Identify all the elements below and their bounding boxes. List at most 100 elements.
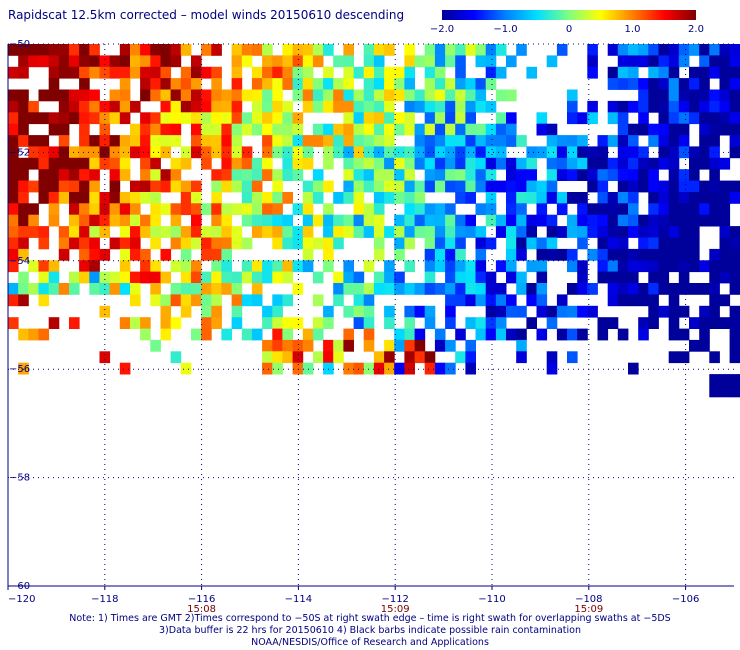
heatmap-cell — [89, 226, 100, 238]
heatmap-cell — [719, 44, 731, 56]
heatmap-cell — [180, 192, 192, 204]
heatmap-cell — [668, 78, 680, 90]
heatmap-cell — [485, 203, 497, 216]
heatmap-cell — [38, 180, 50, 193]
heatmap-cell — [211, 226, 222, 238]
heatmap-cell — [109, 112, 121, 125]
heatmap-cell — [302, 66, 314, 79]
heatmap-cell — [251, 89, 263, 102]
heatmap-cell — [363, 362, 375, 375]
heatmap-cell — [312, 237, 324, 250]
heatmap-cell — [638, 237, 649, 250]
heatmap-cell — [455, 146, 466, 159]
heatmap-cell — [292, 66, 304, 79]
heatmap-cell — [109, 271, 121, 284]
heatmap-cell — [668, 89, 680, 102]
heatmap-cell — [191, 192, 202, 204]
heatmap-cell — [282, 157, 293, 170]
heatmap-cell — [516, 226, 527, 238]
heatmap-cell — [201, 317, 212, 329]
heatmap-cell — [312, 135, 324, 147]
heatmap-cell — [607, 271, 619, 284]
heatmap-cell — [201, 305, 212, 318]
heatmap-cell — [99, 226, 111, 238]
heatmap-cell — [241, 112, 253, 125]
heatmap-cell — [79, 146, 90, 159]
heatmap-cell — [180, 78, 192, 90]
heatmap-cell — [130, 203, 141, 216]
heatmap-cell — [414, 226, 426, 238]
heatmap-cell — [638, 260, 649, 273]
heatmap-cell — [150, 214, 161, 227]
heatmap-cell — [272, 339, 283, 352]
heatmap-cell — [231, 55, 243, 68]
heatmap-cell — [69, 157, 80, 170]
heatmap-cell — [607, 78, 619, 90]
heatmap-cell — [79, 89, 90, 102]
heatmap-cell — [363, 226, 375, 238]
heatmap-cell — [211, 271, 222, 284]
heatmap-cell — [506, 328, 517, 341]
heatmap-cell — [516, 180, 527, 193]
heatmap-cell — [689, 237, 700, 250]
heatmap-cell — [150, 192, 161, 204]
heatmap-cell — [445, 339, 456, 352]
heatmap-cell — [150, 55, 161, 68]
heatmap-cell — [394, 271, 405, 284]
heatmap-cell — [160, 123, 172, 136]
footnote-line: 3)Data buffer is 22 hrs for 20150610 4) … — [159, 625, 581, 636]
heatmap-cell — [617, 66, 629, 79]
heatmap-cell — [251, 328, 263, 341]
heatmap-cell — [18, 100, 29, 113]
heatmap-cell — [373, 112, 385, 125]
heatmap-cell — [323, 237, 334, 250]
heatmap-cell — [658, 157, 670, 170]
colorbar: −2.0 −1.0 0 1.0 2.0 — [430, 10, 704, 35]
heatmap-cell — [668, 248, 680, 261]
heatmap-cell — [323, 317, 334, 329]
heatmap-cell — [455, 112, 466, 125]
heatmap-cell — [18, 169, 29, 181]
heatmap-cell — [384, 112, 395, 125]
heatmap-cell — [567, 157, 578, 170]
heatmap-cell — [628, 192, 639, 204]
colorbar-tick-label: −2.0 — [430, 24, 454, 35]
heatmap-cell — [587, 44, 598, 56]
heatmap-cell — [130, 180, 141, 193]
heatmap-cell — [719, 214, 731, 227]
heatmap-cell — [282, 351, 293, 364]
heatmap-cell — [506, 180, 517, 193]
heatmap-cell — [191, 123, 202, 136]
y-tick-label: −50 — [9, 39, 30, 50]
x-tick-label: −116 — [188, 594, 215, 605]
heatmap-cell — [191, 203, 202, 216]
heatmap-cell — [262, 146, 273, 159]
y-tick-label: −60 — [9, 581, 30, 592]
heatmap-cell — [678, 112, 690, 125]
heatmap-cell — [48, 157, 60, 170]
heatmap-cell — [445, 260, 456, 273]
heatmap-cell — [719, 89, 731, 102]
heatmap-cell — [495, 44, 507, 56]
heatmap-cell — [69, 214, 80, 227]
heatmap-cell — [699, 192, 710, 204]
heatmap-cell — [8, 214, 19, 227]
heatmap-cell — [211, 237, 222, 250]
heatmap-cell — [709, 248, 720, 261]
heatmap-cell — [506, 169, 517, 181]
heatmap-cell — [272, 203, 283, 216]
heatmap-cell — [191, 271, 202, 284]
heatmap-cell — [506, 248, 517, 261]
heatmap-cell — [191, 180, 202, 193]
heatmap-cell — [719, 157, 731, 170]
heatmap-cell — [434, 248, 446, 261]
heatmap-cell — [18, 203, 29, 216]
footnote-line: Note: 1) Times are GMT 2)Times correspon… — [69, 613, 671, 624]
heatmap-cell — [38, 237, 50, 250]
heatmap-cell — [455, 226, 466, 238]
heatmap-cell — [617, 328, 629, 341]
heatmap-cell — [617, 260, 629, 273]
heatmap-cell — [394, 169, 405, 181]
heatmap-cell — [28, 226, 39, 238]
heatmap-cell — [323, 351, 334, 364]
